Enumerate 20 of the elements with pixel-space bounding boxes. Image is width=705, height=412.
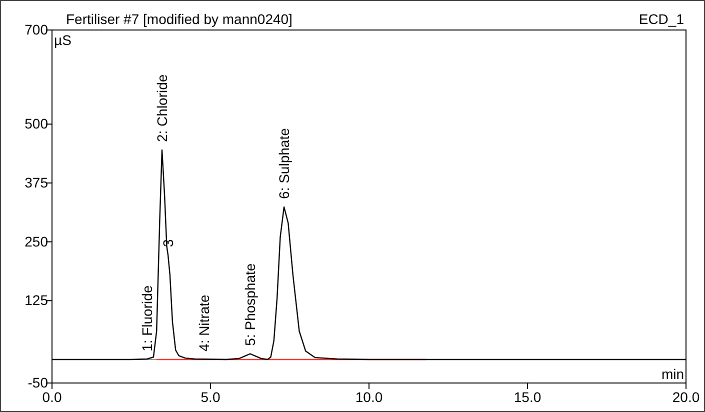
y-tick-label: 250 <box>24 233 48 250</box>
x-axis-title: min <box>661 366 684 382</box>
annotation: 5: Phosphate <box>242 263 258 346</box>
x-tick-label: 10.0 <box>355 388 383 405</box>
y-axis-title: µS <box>54 32 72 48</box>
y-tick-label: 375 <box>24 174 48 190</box>
x-tick-label: 0.0 <box>42 388 62 405</box>
chart-title: Fertiliser #7 [modified by mann0240] <box>66 11 292 27</box>
y-tick-label: 500 <box>24 116 48 132</box>
annotation: 2: Chloride <box>154 74 170 142</box>
x-tick-label: 15.0 <box>514 388 542 405</box>
x-tick-label: 5.0 <box>200 388 220 405</box>
annotation: 1: Fluoride <box>139 285 156 352</box>
y-tick-label: -50 <box>28 374 48 390</box>
annotation: 6: Sulphate <box>276 128 292 199</box>
y-tick-label: 700 <box>24 21 48 38</box>
text: ECD_1 <box>638 11 684 27</box>
x-tick-label: 20.0 <box>672 388 700 405</box>
annotation: 4: Nitrate <box>196 294 212 352</box>
y-tick-label: 125 <box>24 292 48 308</box>
